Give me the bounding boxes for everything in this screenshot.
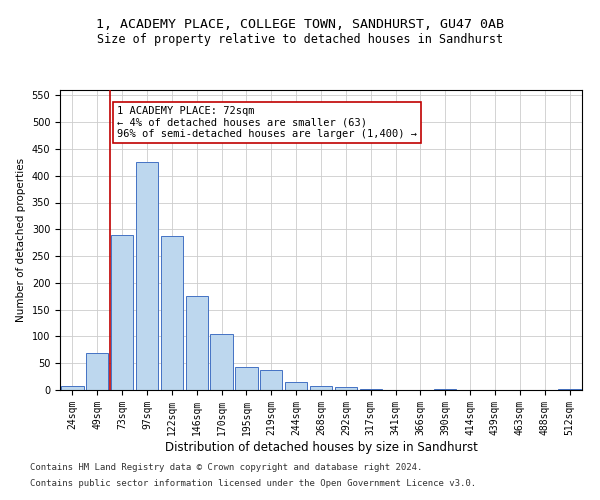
Bar xyxy=(260,370,283,390)
Bar xyxy=(310,386,332,390)
Text: Contains public sector information licensed under the Open Government Licence v3: Contains public sector information licen… xyxy=(30,478,476,488)
Bar xyxy=(434,389,457,390)
Bar xyxy=(161,236,183,390)
X-axis label: Distribution of detached houses by size in Sandhurst: Distribution of detached houses by size … xyxy=(164,440,478,454)
Bar xyxy=(86,352,109,390)
Bar xyxy=(335,388,357,390)
Bar xyxy=(185,296,208,390)
Bar xyxy=(211,334,233,390)
Y-axis label: Number of detached properties: Number of detached properties xyxy=(16,158,26,322)
Bar xyxy=(136,162,158,390)
Bar xyxy=(285,382,307,390)
Bar xyxy=(235,367,257,390)
Bar xyxy=(559,389,581,390)
Bar xyxy=(61,386,83,390)
Bar xyxy=(111,234,133,390)
Text: 1 ACADEMY PLACE: 72sqm
← 4% of detached houses are smaller (63)
96% of semi-deta: 1 ACADEMY PLACE: 72sqm ← 4% of detached … xyxy=(117,106,417,140)
Text: 1, ACADEMY PLACE, COLLEGE TOWN, SANDHURST, GU47 0AB: 1, ACADEMY PLACE, COLLEGE TOWN, SANDHURS… xyxy=(96,18,504,30)
Bar xyxy=(359,389,382,390)
Text: Contains HM Land Registry data © Crown copyright and database right 2024.: Contains HM Land Registry data © Crown c… xyxy=(30,464,422,472)
Text: Size of property relative to detached houses in Sandhurst: Size of property relative to detached ho… xyxy=(97,32,503,46)
